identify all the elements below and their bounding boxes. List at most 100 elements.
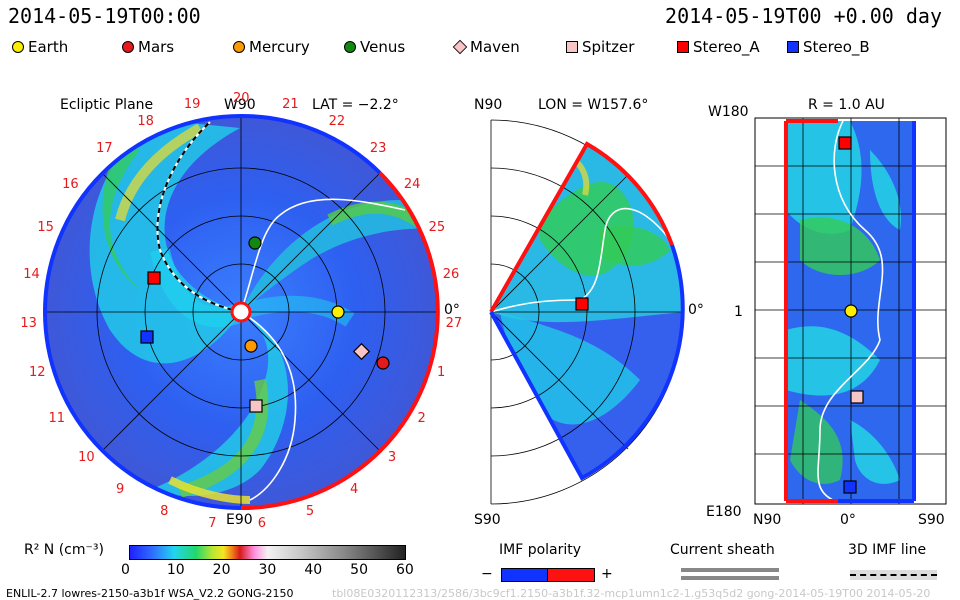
carrington-label: 19 (183, 96, 201, 112)
maven-position (352, 342, 371, 361)
mercury-marker-icon (233, 41, 245, 53)
radial-mid-label: 1 (734, 304, 743, 320)
radial-zero-label: 0° (840, 512, 856, 528)
sun-marker-icon (230, 301, 252, 323)
mars-marker-icon (122, 41, 134, 53)
stereo-a-position (147, 271, 161, 285)
spitzer-marker-icon (566, 41, 578, 53)
run-info-watermark: tbl08E0320112313/2586/3bc9cf1.2150-a3b1f… (332, 587, 931, 600)
carrington-label: 22 (328, 113, 346, 129)
carrington-label: 4 (350, 481, 359, 497)
carrington-label: 21 (282, 96, 299, 112)
ecliptic-bottom-label: E90 (226, 512, 253, 528)
carrington-label: 8 (160, 504, 169, 520)
carrington-label: 1 (437, 365, 446, 381)
carrington-label: 9 (115, 481, 125, 497)
carrington-label: 25 (428, 219, 446, 235)
colorbar-tick-label: 0 (121, 562, 130, 578)
carrington-label: 7 (208, 515, 217, 531)
ecliptic-lat-label: LAT = −2.2° (312, 97, 399, 113)
imf-line-title: 3D IMF line (848, 542, 927, 558)
imf-line-sample (850, 574, 937, 576)
radial-stereo-b-position (843, 480, 857, 494)
meridional-outline-negative (489, 244, 685, 481)
radial-earth-position (844, 304, 858, 318)
colorbar-tick-label: 40 (304, 562, 323, 578)
legend-venus: Venus (344, 38, 405, 56)
carrington-label: 10 (78, 450, 95, 466)
legend-stereo-b: Stereo_B (787, 38, 870, 56)
spitzer-position (249, 399, 263, 413)
legend-spitzer-label: Spitzer (582, 38, 635, 56)
mercury-position (244, 339, 258, 353)
earth-marker-icon (12, 41, 24, 53)
legend-venus-label: Venus (360, 38, 406, 56)
stereo-b-position (140, 330, 154, 344)
radial-stereo-a-position (838, 136, 852, 150)
carrington-label: 6 (257, 515, 266, 531)
earth-position (331, 305, 345, 319)
current-sheath-line-2 (240, 198, 406, 313)
carrington-label: 26 (442, 267, 460, 282)
radial-title: R = 1.0 AU (808, 97, 885, 113)
carrington-label: 23 (369, 140, 387, 156)
radial-spitzer-position (850, 390, 864, 404)
carrington-label: 20 (233, 91, 250, 106)
imf-negative-swatch (501, 568, 549, 582)
carrington-label: 12 (28, 365, 46, 381)
stereo-a-marker-icon (677, 41, 689, 53)
ecliptic-outline-negative (43, 114, 242, 510)
imf-minus-label: − (481, 566, 493, 582)
colorbar-label: R² N (cm⁻³) (24, 542, 104, 558)
colorbar-tick-label: 20 (212, 562, 231, 578)
meridional-zero-label: 0° (688, 302, 704, 318)
legend-mars-label: Mars (138, 38, 175, 56)
carrington-label: 3 (387, 450, 397, 466)
meridional-outline-positive (489, 141, 674, 313)
legend-mars: Mars (122, 38, 174, 56)
carrington-label: 17 (96, 140, 113, 156)
meridional-top-label: N90 (474, 97, 503, 113)
radial-sheath-line (817, 120, 884, 502)
radial-bottom-label: E180 (706, 504, 742, 520)
current-sheath-sample-1 (681, 568, 779, 572)
legend-stereo-a-label: Stereo_A (693, 38, 760, 56)
legend-mercury: Mercury (233, 38, 310, 56)
imf-positive-swatch (547, 568, 595, 582)
colorbar-tick-label: 30 (258, 562, 277, 578)
current-sheath-sample-2 (681, 576, 779, 580)
legend-mercury-label: Mercury (249, 38, 310, 56)
colorbar-ticks: 0 10 20 30 40 50 60 (121, 562, 414, 580)
meridional-stereo-a-position (575, 297, 589, 311)
carrington-label: 5 (305, 504, 315, 520)
ecliptic-outline-positive (240, 171, 440, 511)
radial-s90-label: S90 (918, 512, 945, 528)
venus-position (248, 236, 262, 250)
venus-marker-icon (344, 41, 356, 53)
mars-position (376, 356, 390, 370)
legend-earth-label: Earth (28, 38, 69, 56)
meridional-bottom-label: S90 (474, 512, 501, 528)
density-colorbar (129, 545, 406, 560)
ecliptic-outline-negative-2 (240, 113, 382, 175)
carrington-label: 16 (62, 176, 79, 192)
carrington-label: 15 (37, 219, 54, 235)
ecliptic-title: Ecliptic Plane (60, 97, 154, 113)
current-sheath-title: Current sheath (670, 542, 775, 558)
legend-earth: Earth (12, 38, 68, 56)
imf-polarity-title: IMF polarity (499, 542, 582, 558)
legend-stereo-a: Stereo_A (677, 38, 760, 56)
model-info: ENLIL-2.7 lowres-2150-a3b1f WSA_V2.2 GON… (6, 587, 294, 600)
imf-plus-label: + (601, 566, 613, 582)
carrington-label: 18 (137, 113, 154, 129)
carrington-label: 13 (20, 316, 37, 332)
carrington-label: 14 (23, 267, 40, 282)
carrington-label: 27 (445, 316, 463, 332)
carrington-label: 11 (48, 410, 66, 426)
radial-n90-label: N90 (753, 512, 782, 528)
run-timestamp: 2014-05-19T00:00 (8, 4, 201, 28)
current-sheath-line (240, 311, 297, 501)
colorbar-tick-label: 60 (396, 562, 414, 578)
